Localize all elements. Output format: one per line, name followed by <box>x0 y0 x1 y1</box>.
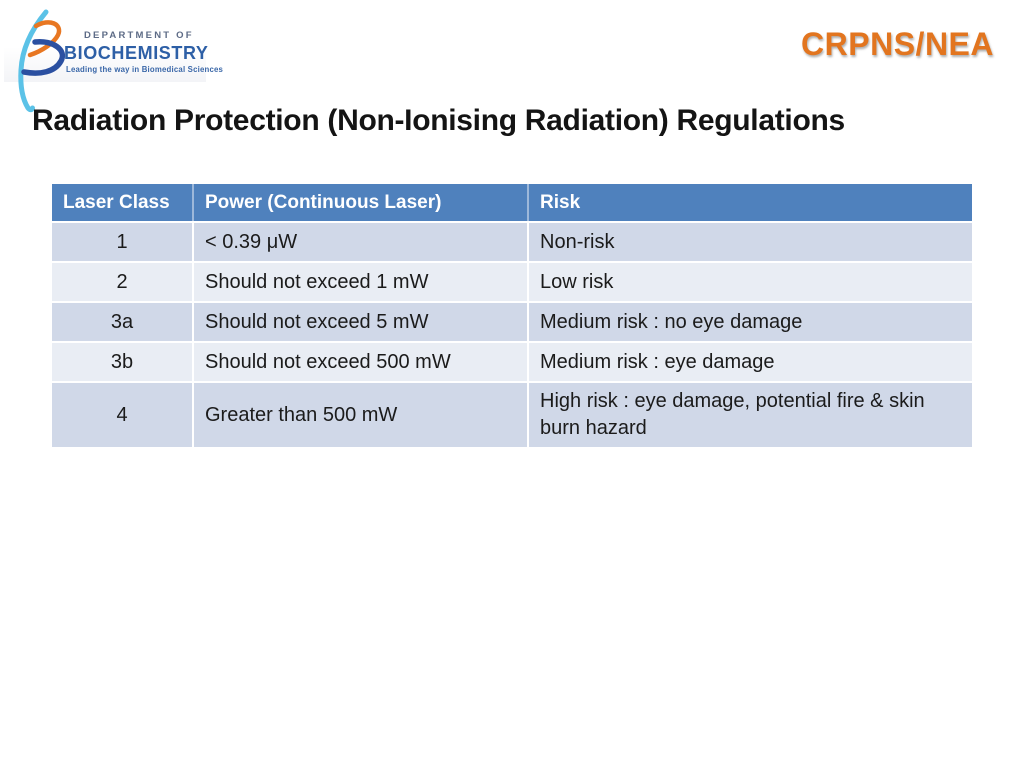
cell-laser-class: 4 <box>52 381 192 447</box>
column-header-risk: Risk <box>527 184 972 221</box>
table-row-class-1: 1 < 0.39 μW Non-risk <box>52 221 972 261</box>
cell-laser-class: 1 <box>52 221 192 261</box>
logo-text: DEPARTMENT OF BIOCHEMISTRY Leading the w… <box>64 30 234 74</box>
logo-biochemistry: BIOCHEMISTRY <box>64 43 209 63</box>
cell-risk: High risk : eye damage, potential fire &… <box>527 381 972 447</box>
biochemistry-logo: DEPARTMENT OF BIOCHEMISTRY Leading the w… <box>6 4 236 114</box>
table-row-class-3b: 3b Should not exceed 500 mW Medium risk … <box>52 341 972 381</box>
cell-risk: Low risk <box>527 261 972 301</box>
cell-risk: Non-risk <box>527 221 972 261</box>
logo-b-icon <box>18 9 66 113</box>
table-header-row: Laser Class Power (Continuous Laser) Ris… <box>52 184 972 221</box>
cell-power: Greater than 500 mW <box>192 381 527 447</box>
cell-power: < 0.39 μW <box>192 221 527 261</box>
table-row-class-3a: 3a Should not exceed 5 mW Medium risk : … <box>52 301 972 341</box>
slide-title: Radiation Protection (Non-Ionising Radia… <box>32 104 845 137</box>
cell-laser-class: 2 <box>52 261 192 301</box>
logo-department-of: DEPARTMENT OF <box>84 30 194 41</box>
column-header-power: Power (Continuous Laser) <box>192 184 527 221</box>
cell-power: Should not exceed 5 mW <box>192 301 527 341</box>
cell-laser-class: 3b <box>52 341 192 381</box>
laser-class-table: Laser Class Power (Continuous Laser) Ris… <box>52 184 972 447</box>
crpns-nea-badge: CRPNS/NEA <box>801 26 994 62</box>
cell-risk: Medium risk : eye damage <box>527 341 972 381</box>
table-row-class-2: 2 Should not exceed 1 mW Low risk <box>52 261 972 301</box>
cell-power: Should not exceed 500 mW <box>192 341 527 381</box>
cell-laser-class: 3a <box>52 301 192 341</box>
table-row-class-4: 4 Greater than 500 mW High risk : eye da… <box>52 381 972 447</box>
cell-power: Should not exceed 1 mW <box>192 261 527 301</box>
column-header-laser-class: Laser Class <box>52 184 192 221</box>
cell-risk: Medium risk : no eye damage <box>527 301 972 341</box>
logo-tagline: Leading the way in Biomedical Sciences <box>66 65 224 74</box>
